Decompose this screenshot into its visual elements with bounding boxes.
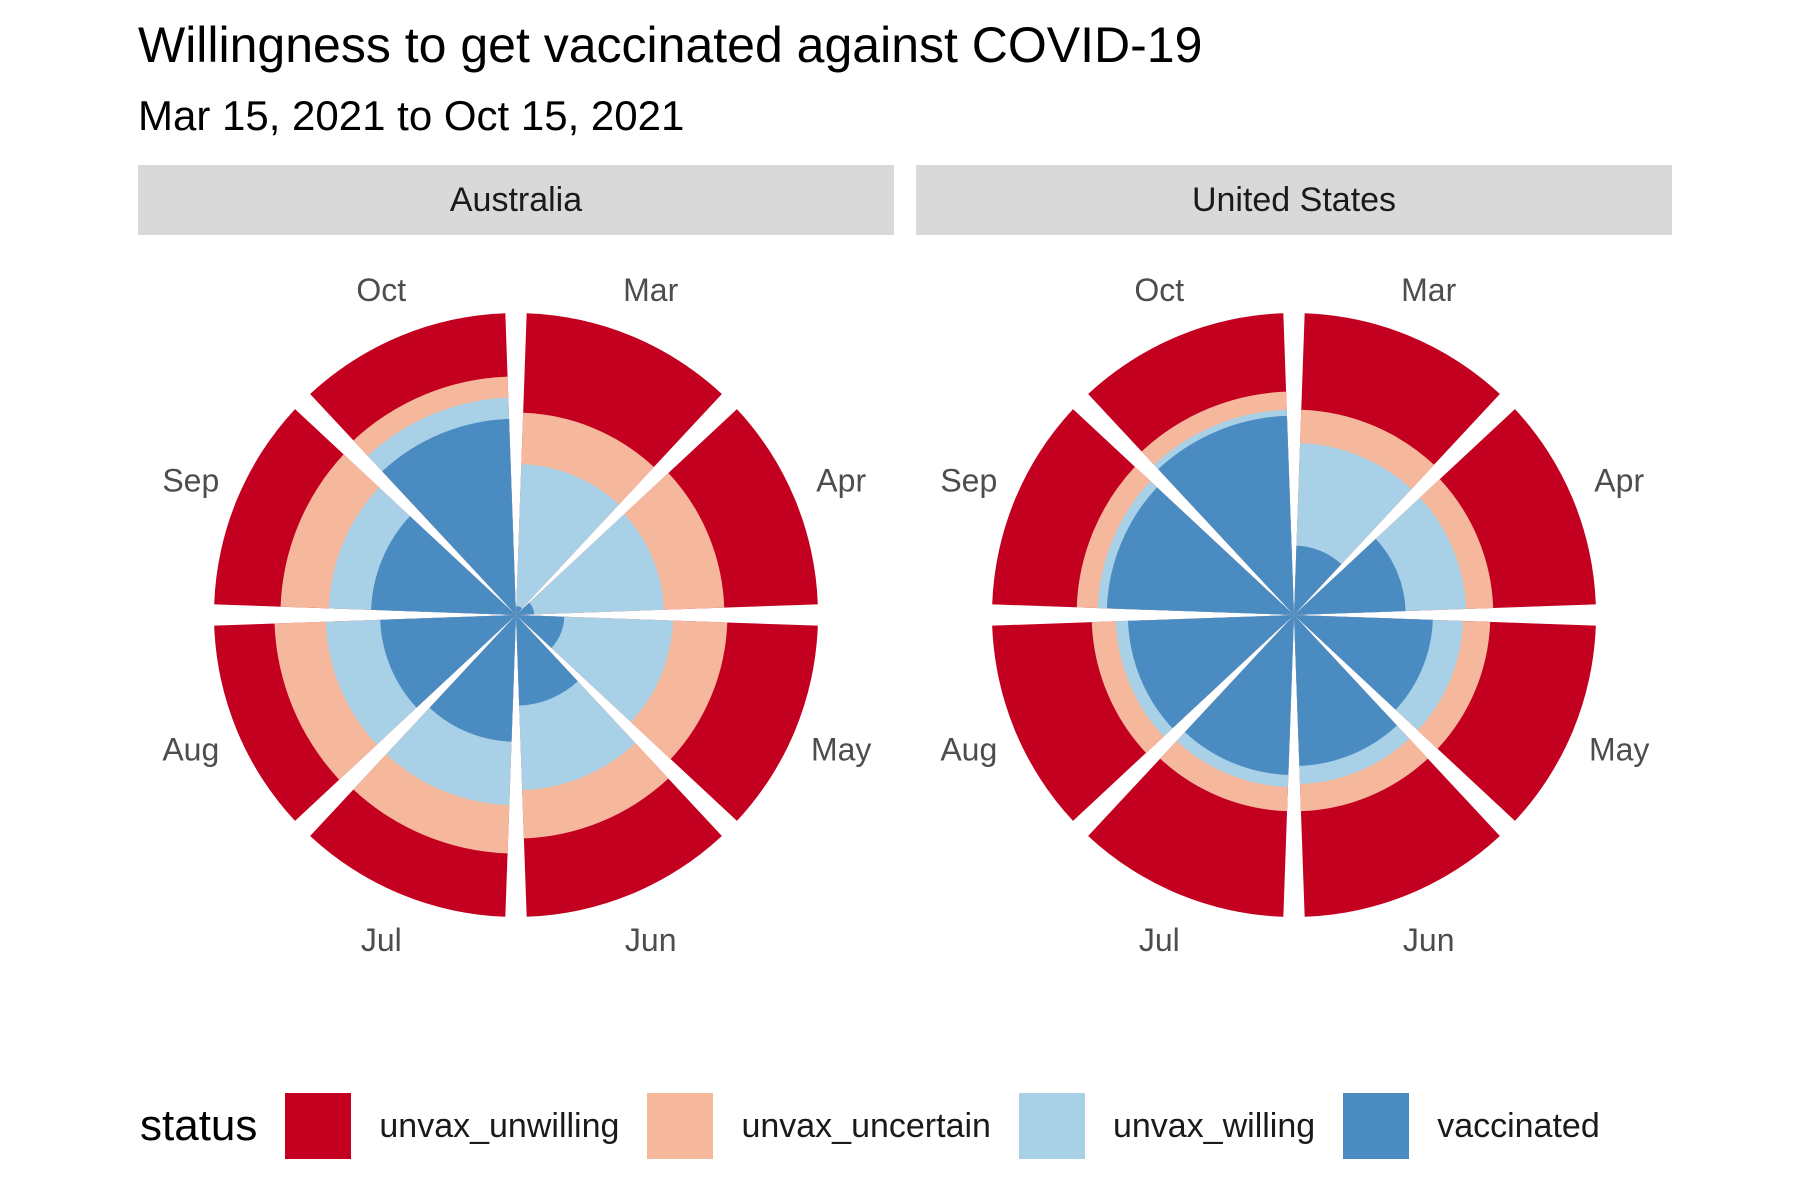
month-label-sep: Sep	[162, 462, 219, 498]
month-label-mar: Mar	[623, 272, 678, 308]
legend-item-unvax-uncertain: unvax_uncertain	[647, 1093, 991, 1159]
bar-oct-vaccinated	[1158, 415, 1294, 615]
bar-apr-unvax-willing	[516, 514, 664, 615]
month-label-jun: Jun	[625, 922, 677, 958]
month-label-jul: Jul	[1139, 922, 1180, 958]
month-label-may: May	[1589, 732, 1649, 768]
polar-chart-australia: Mar Apr May Jun Jul Aug Sep Oct	[162, 272, 871, 958]
facet-label-australia: Australia	[449, 180, 583, 219]
facet-label-united-states: United States	[1191, 180, 1397, 219]
bar-aug-vaccinated	[380, 615, 516, 708]
month-label-aug: Aug	[162, 732, 219, 768]
month-label-mar: Mar	[1401, 272, 1456, 308]
facet-strip-united-states: United States	[916, 165, 1672, 235]
legend: status unvax_unwilling unvax_uncertain u…	[140, 1090, 1628, 1162]
legend-label-vaccinated: vaccinated	[1437, 1106, 1600, 1145]
legend-item-unvax-unwilling: unvax_unwilling	[285, 1093, 619, 1159]
bar-jul-vaccinated	[429, 615, 516, 742]
month-label-oct: Oct	[1134, 272, 1184, 308]
month-label-may: May	[811, 732, 871, 768]
bars-australia	[214, 313, 818, 917]
month-label-oct: Oct	[356, 272, 406, 308]
legend-key-unvax-uncertain	[647, 1093, 714, 1159]
bars-united-states	[992, 313, 1596, 917]
bar-sep-vaccinated	[371, 516, 516, 615]
bar-jun-vaccinated	[1294, 615, 1397, 766]
polar-chart-united-states: Mar Apr May Jun Jul Aug Sep Oct	[940, 272, 1649, 958]
chart-title: Willingness to get vaccinated against CO…	[138, 17, 1203, 73]
bar-oct-vaccinated	[382, 418, 516, 615]
month-label-aug: Aug	[940, 732, 997, 768]
legend-key-unvax-willing	[1018, 1093, 1085, 1159]
facet-strip-australia: Australia	[138, 165, 894, 235]
bar-may-vaccinated	[516, 615, 565, 648]
bar-mar-vaccinated	[1294, 545, 1342, 615]
legend-label-unvax-willing: unvax_willing	[1112, 1106, 1316, 1145]
month-label-apr: Apr	[1594, 462, 1644, 498]
legend-item-unvax-willing: unvax_willing	[1018, 1093, 1316, 1159]
legend-label-unvax-uncertain: unvax_uncertain	[741, 1106, 991, 1145]
legend-label-unvax-unwilling: unvax_unwilling	[379, 1106, 620, 1145]
chart-subtitle: Mar 15, 2021 to Oct 15, 2021	[138, 92, 685, 139]
month-label-sep: Sep	[940, 462, 997, 498]
month-label-apr: Apr	[816, 462, 866, 498]
month-label-jul: Jul	[361, 922, 402, 958]
legend-key-unvax-unwilling	[285, 1093, 352, 1159]
bar-aug-vaccinated	[1128, 615, 1294, 729]
bar-jul-vaccinated	[1184, 615, 1294, 775]
month-label-jun: Jun	[1403, 922, 1455, 958]
legend-title: status	[140, 1101, 258, 1150]
bar-apr-vaccinated	[516, 602, 535, 615]
bar-apr-vaccinated	[1294, 538, 1406, 615]
bar-jun-vaccinated	[516, 615, 578, 706]
bar-may-vaccinated	[1294, 615, 1433, 710]
bar-sep-vaccinated	[1106, 487, 1294, 615]
bar-mar-vaccinated	[516, 605, 523, 615]
legend-item-vaccinated: vaccinated	[1343, 1093, 1600, 1159]
bar-mar-unvax-willing	[516, 464, 619, 615]
legend-key-vaccinated	[1343, 1093, 1410, 1159]
